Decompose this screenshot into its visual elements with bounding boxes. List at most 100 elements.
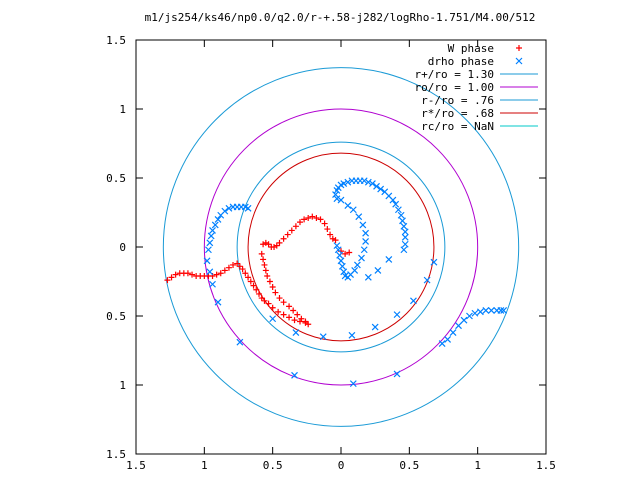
legend-swatch bbox=[516, 45, 522, 51]
legend-swatch bbox=[515, 57, 523, 65]
drho-phase-point bbox=[337, 196, 345, 204]
w-phase-point bbox=[236, 263, 243, 270]
drho-phase-point bbox=[207, 232, 215, 240]
points-layer bbox=[164, 177, 508, 388]
drho-phase-point bbox=[291, 371, 298, 379]
y-tick-label: 1 bbox=[119, 379, 126, 392]
w-phase-point bbox=[172, 271, 179, 278]
w-phase-point bbox=[250, 282, 257, 289]
w-phase-point bbox=[291, 317, 298, 324]
drho-phase-point bbox=[401, 228, 409, 236]
drho-phase-point bbox=[393, 370, 401, 378]
w-phase-point bbox=[305, 215, 312, 222]
legend-label: drho phase bbox=[428, 55, 494, 68]
drho-phase-point bbox=[393, 311, 401, 319]
legend-label: r*/ro = .68 bbox=[421, 107, 494, 120]
w-phase-point bbox=[292, 223, 299, 230]
drho-phase-point bbox=[497, 307, 505, 314]
w-phase-point bbox=[280, 311, 287, 318]
w-phase-point bbox=[217, 270, 224, 277]
w-phase-point bbox=[264, 272, 271, 279]
drho-phase-point bbox=[211, 221, 219, 229]
drho-phase-point bbox=[373, 182, 380, 190]
drho-phase-point bbox=[209, 227, 216, 234]
y-tick-label: 1.5 bbox=[106, 34, 126, 47]
w-phase-point bbox=[265, 300, 272, 307]
w-phase-point bbox=[271, 244, 278, 250]
w-phase-point bbox=[260, 241, 267, 248]
drho-phase-point bbox=[399, 217, 406, 225]
w-phase-point bbox=[342, 250, 349, 257]
w-phase-point bbox=[261, 297, 268, 304]
w-phase-point bbox=[332, 237, 339, 244]
w-phase-point bbox=[288, 227, 295, 234]
drho-phase-point bbox=[471, 309, 479, 317]
drho-phase-point bbox=[359, 221, 367, 229]
drho-phase-point bbox=[371, 323, 379, 331]
drho-phase-point bbox=[466, 312, 473, 320]
circles-layer bbox=[162, 67, 520, 427]
legend-label: r+/ro = 1.30 bbox=[415, 68, 494, 81]
x-tick-label: 1 bbox=[201, 459, 208, 472]
drho-phase-point bbox=[389, 196, 397, 204]
drho-phase-point bbox=[244, 204, 252, 212]
drho-phase-point bbox=[203, 257, 211, 265]
drho-phase-point bbox=[334, 246, 342, 254]
w-phase-point bbox=[273, 242, 280, 249]
drho-phase-point bbox=[401, 240, 409, 248]
legend-label: rc/ro = NaN bbox=[421, 120, 494, 133]
drho-phase-point bbox=[338, 262, 346, 270]
drho-phase-point bbox=[400, 246, 408, 254]
drho-phase-point bbox=[360, 177, 368, 185]
drho-phase-point bbox=[221, 207, 229, 215]
drho-phase-point bbox=[236, 338, 244, 346]
y-tick-label: 1 bbox=[119, 103, 126, 116]
w-phase-point bbox=[294, 311, 301, 318]
drho-phase-point bbox=[348, 331, 356, 339]
drho-phase-point bbox=[438, 340, 446, 348]
drho-phase-point bbox=[385, 255, 393, 263]
w-phase-point bbox=[269, 304, 276, 311]
y-tick-label: 0.5 bbox=[106, 310, 126, 323]
w-phase-point bbox=[168, 274, 175, 281]
drho-phase-point bbox=[340, 180, 348, 187]
drho-phase-point bbox=[337, 257, 345, 265]
w-phase-point bbox=[309, 213, 316, 220]
w-phase-point bbox=[297, 219, 303, 226]
w-phase-point bbox=[234, 260, 241, 267]
drho-phase-point bbox=[482, 307, 490, 314]
drho-phase-point bbox=[500, 307, 508, 314]
w-phase-point bbox=[261, 261, 268, 268]
drho-phase-point bbox=[341, 272, 349, 280]
w-phase-point bbox=[265, 241, 272, 248]
w-phase-point bbox=[272, 289, 279, 296]
x-tick-label: 0.5 bbox=[399, 459, 419, 472]
circle-3 bbox=[247, 152, 435, 342]
w-phase-point bbox=[301, 216, 308, 223]
drho-phase-point bbox=[392, 200, 400, 208]
drho-phase-point bbox=[340, 268, 348, 276]
w-phase-point bbox=[290, 307, 297, 314]
w-phase-point bbox=[286, 314, 293, 321]
drho-phase-point bbox=[206, 268, 214, 276]
x-tick-label: 1 bbox=[474, 459, 481, 472]
w-phase-point bbox=[302, 318, 309, 325]
w-phase-point bbox=[258, 250, 265, 257]
drho-phase-point bbox=[400, 222, 408, 230]
drho-phase-point bbox=[487, 307, 495, 314]
drho-phase-point bbox=[364, 178, 372, 186]
drho-phase-point bbox=[362, 229, 370, 237]
circle-1 bbox=[203, 108, 479, 386]
drho-phase-point bbox=[353, 261, 361, 269]
w-phase-point bbox=[253, 286, 260, 293]
w-phase-point bbox=[245, 274, 252, 281]
drho-phase-point bbox=[333, 242, 341, 250]
drho-phase-point bbox=[292, 329, 300, 336]
w-phase-point bbox=[225, 264, 232, 271]
w-phase-point bbox=[313, 215, 320, 222]
legend-label: ro/ro = 1.00 bbox=[415, 81, 494, 94]
drho-phase-point bbox=[397, 211, 405, 219]
drho-phase-point bbox=[410, 297, 417, 305]
drho-phase-point bbox=[374, 267, 382, 274]
